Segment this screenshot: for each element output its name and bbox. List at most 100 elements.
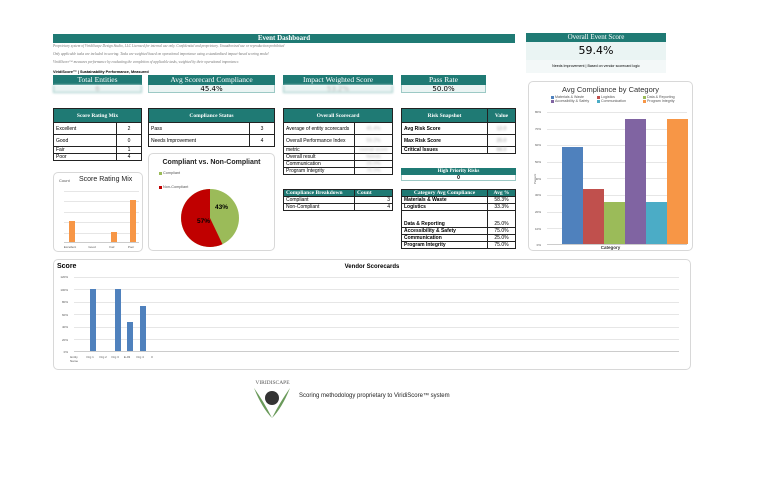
pie-label-compliant: 43% — [215, 204, 229, 211]
compliance-pie-chart: Compliant vs. Non-Compliant Compliant No… — [148, 153, 275, 251]
kpi-value: 45.4% — [148, 85, 275, 93]
bar-e-03 — [127, 322, 133, 351]
table-row: Materials & Waste 58.3% — [401, 196, 516, 204]
table-row: Program Integrity 75.0% — [283, 167, 393, 175]
kpi-label: Avg Scorecard Compliance — [148, 75, 275, 85]
footer-caption: Scoring methodology proprietary to Virid… — [299, 393, 450, 399]
kpi-label: Total Entities — [53, 75, 142, 85]
table-header: Category Avg Compliance — [401, 189, 488, 197]
legend-swatch — [159, 171, 162, 175]
logo-text: VIRIDISCAPE — [255, 380, 290, 386]
high-priority-value: 0 — [401, 175, 516, 181]
bar-accessibility-safety — [625, 119, 646, 244]
methodology-note: ViridiScore™ measures performance by eva… — [53, 60, 240, 64]
table-row: Fair 1 — [53, 146, 142, 154]
bar-org-1 — [90, 289, 96, 351]
kpi-total-entities: Total Entities 6 — [53, 75, 142, 93]
table-row: Communication 25.0% — [283, 160, 393, 168]
chart-title: Compliant vs. Non-Compliant — [162, 159, 261, 166]
table-header: Compliance Status — [148, 108, 275, 123]
legend-non-compliant: Non-Compliant — [159, 185, 188, 189]
risk-snapshot-table: Risk Snapshot Value Avg Risk Score 12.0 Ma… — [401, 108, 516, 154]
table-row: Poor 4 — [53, 153, 142, 161]
table-header: Overall Scorecard — [283, 108, 393, 123]
kpi-label: Pass Rate — [401, 75, 486, 85]
legend-compliant: Compliant — [159, 171, 180, 175]
chart-xlabel: Category — [600, 245, 621, 250]
legend-item: Program Integrity — [643, 99, 687, 103]
table-row: Overall result Needs — [283, 153, 393, 161]
overall-score-value: 59.4% — [526, 42, 666, 60]
value-header: Value — [487, 108, 516, 123]
chart-title: Score Rating Mix — [79, 176, 133, 183]
kpi-impact-weighted: Impact Weighted Score 53.2% — [283, 75, 393, 93]
table-row: Communication 25.0% — [401, 234, 516, 242]
legend-item: Logistics — [597, 95, 643, 99]
table-row: Average of entity scorecards 45.4% — [283, 122, 393, 135]
table-row: Logistics 33.3% — [401, 203, 516, 211]
chart-plot — [547, 112, 688, 245]
dashboard-title: Event Dashboard — [53, 34, 515, 43]
chart-plot — [64, 191, 139, 243]
legend-item: Data & Reporting — [643, 95, 687, 99]
chart-plot — [74, 277, 679, 352]
overall-scorecard-table: Overall Scorecard Average of entity scor… — [283, 108, 393, 175]
score-rating-mix-table: Score Rating Mix Excellent 2 Good 0 Fair 1 … — [53, 108, 142, 161]
license-note: Proprietary system of ViridiScape Design… — [53, 44, 285, 48]
table-row: Max Risk Score 25.0 — [401, 134, 516, 147]
bar-org-3 — [115, 289, 121, 351]
chart-ylabel: Score — [57, 263, 77, 270]
category-avg-table: Category Avg Compliance Avg % Materials &… — [401, 189, 516, 249]
pie-label-non-compliant: 57% — [197, 218, 211, 225]
table-row: Pass 3 — [148, 122, 275, 135]
bar-poor — [130, 200, 136, 242]
kpi-value: 53.2% — [283, 85, 393, 93]
table-row: Accessibility & Safety 75.0% — [401, 227, 516, 235]
vendor-scorecards-chart: Score Vendor Scorecards 120% 100% 80% 60… — [53, 259, 691, 370]
chart-ylabel: Count — [59, 178, 70, 183]
high-priority-risks: High Priority Risks 0 — [401, 168, 516, 181]
table-row: Non-Compliant 4 — [283, 203, 393, 211]
bar-program-integrity — [667, 119, 688, 244]
kpi-avg-compliance: Avg Scorecard Compliance 45.4% — [148, 75, 275, 93]
kpi-label: Impact Weighted Score — [283, 75, 393, 85]
table-row: Good 0 — [53, 134, 142, 147]
table-row: Needs Improvement 4 — [148, 134, 275, 147]
compliance-status-table: Compliance Status Pass 3 Needs Improvemen… — [148, 108, 275, 147]
table-row: Compliant 3 — [283, 196, 393, 204]
avg-header: Avg % — [487, 189, 516, 197]
pie-graphic — [181, 189, 239, 247]
scoring-note: Only applicable tasks are included in sc… — [53, 52, 269, 56]
leaf-globe-icon — [254, 388, 290, 418]
table-row: Critical Issues 68.0 — [401, 146, 516, 154]
kpi-pass-rate: Pass Rate 50.0% — [401, 75, 486, 93]
table-row: Data & Reporting 25.0% — [401, 210, 516, 228]
overall-score-label: Overall Event Score — [526, 33, 666, 42]
chart-title: Avg Compliance by Category — [562, 85, 659, 94]
bar-data-reporting — [604, 202, 625, 244]
kpi-value: 50.0% — [401, 85, 486, 93]
table-row: Overall Performance Index 59.2% — [283, 134, 393, 147]
legend-item: Materials & Waste — [551, 95, 597, 99]
tagline: ViridiScore™ | Sustainability Performanc… — [53, 70, 149, 74]
legend-swatch — [159, 185, 162, 189]
table-row: Excellent 2 — [53, 122, 142, 135]
bar-communication — [646, 202, 667, 244]
high-priority-label: High Priority Risks — [401, 168, 516, 175]
table-row: Program Integrity 75.0% — [401, 241, 516, 249]
chart-title: Vendor Scorecards — [344, 264, 400, 270]
bar-materials-waste — [562, 147, 583, 244]
kpi-value: 6 — [53, 85, 142, 93]
overall-score-note: Needs Improvement | Based on vendor scor… — [552, 64, 640, 68]
chart-legend: Materials & Waste Logistics Data & Reporti… — [551, 95, 691, 103]
category-compliance-chart: Avg Compliance by Category Materials & W… — [528, 81, 693, 251]
compliance-breakdown-table: Compliance Breakdown Count Compliant 3 Non… — [283, 189, 393, 211]
bar-fair — [111, 232, 117, 242]
table-row: Avg Risk Score 12.0 — [401, 122, 516, 135]
legend-item: Accessibility & Safety — [551, 99, 597, 103]
bar-excellent — [69, 221, 75, 242]
table-header: Compliance Breakdown — [283, 189, 355, 197]
bar-org-4 — [140, 306, 146, 351]
viridiscape-logo: VIRIDISCAPE — [250, 380, 295, 420]
table-row: metric overall score — [283, 146, 393, 154]
